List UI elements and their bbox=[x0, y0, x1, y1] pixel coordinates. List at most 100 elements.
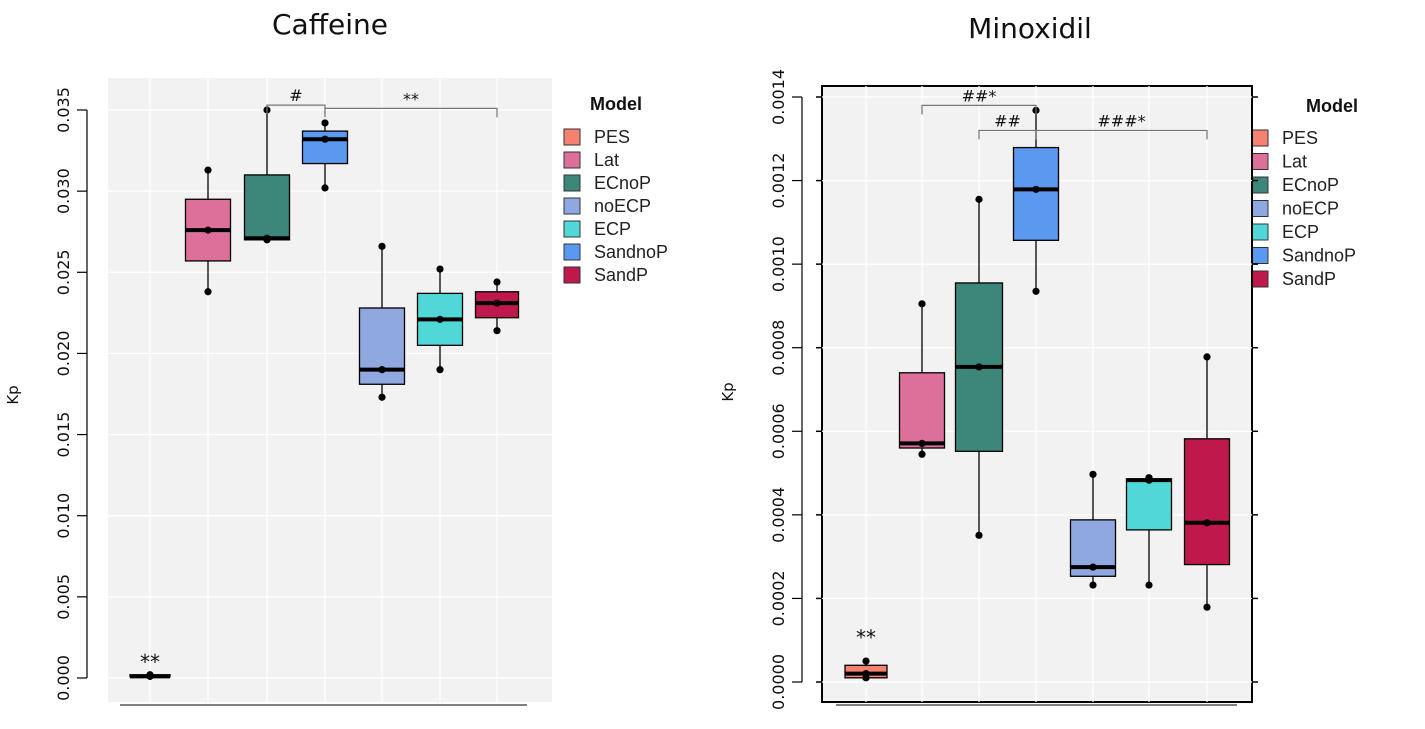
legend-item-SandP: SandP bbox=[563, 265, 648, 285]
caffeine-box-ECnoP bbox=[243, 106, 291, 244]
legend-label: SandnoP bbox=[1282, 246, 1356, 266]
legend-label: Lat bbox=[1282, 152, 1307, 172]
data-point bbox=[1203, 353, 1211, 361]
significance-stars: ** bbox=[856, 626, 876, 650]
minoxidil-title: Minoxidil bbox=[968, 12, 1092, 45]
minoxidil-box-PES bbox=[844, 657, 888, 682]
data-point bbox=[862, 670, 870, 678]
significance-label: # bbox=[289, 86, 302, 105]
minoxidil-box-noECP bbox=[1069, 470, 1117, 589]
caffeine-y-axis: 0.000 0.005 0.010 0.015 0.020 0.025 0.030 0.035 bbox=[54, 87, 88, 701]
caffeine-box-ECP bbox=[416, 265, 464, 374]
caffeine-legend: Model PES Lat ECnoP noECP ECP SandnoP SandP bbox=[563, 94, 668, 285]
significance-label: ** bbox=[403, 89, 419, 108]
significance-label: ## bbox=[994, 111, 1021, 130]
caffeine-y-tick-label: 0.015 bbox=[54, 412, 73, 458]
minoxidil-y-axis-label: Kp bbox=[719, 382, 737, 401]
legend-swatch bbox=[563, 197, 581, 215]
legend-item-noECP: noECP bbox=[563, 196, 651, 216]
data-point bbox=[1203, 519, 1211, 527]
minoxidil-box-Lat bbox=[898, 300, 946, 458]
caffeine-legend-title: Model bbox=[590, 94, 642, 114]
legend-item-ECnoP: ECnoP bbox=[563, 173, 651, 193]
data-point bbox=[321, 119, 329, 127]
legend-label: ECnoP bbox=[594, 173, 651, 193]
data-point bbox=[975, 531, 983, 539]
legend-label: ECP bbox=[1282, 222, 1319, 242]
legend-item-Lat: Lat bbox=[1251, 152, 1307, 172]
legend-label: PES bbox=[594, 127, 630, 147]
minoxidil-y-tick-label: 0.0006 bbox=[769, 403, 788, 459]
data-point bbox=[263, 234, 271, 242]
data-point bbox=[975, 363, 983, 371]
data-point bbox=[918, 300, 926, 308]
caffeine-y-tick-label: 0.020 bbox=[54, 331, 73, 377]
minoxidil-boxes bbox=[844, 106, 1231, 682]
legend-swatch bbox=[563, 266, 581, 284]
box-iqr bbox=[1183, 438, 1231, 566]
legend-swatch bbox=[563, 128, 581, 146]
legend-swatch bbox=[1251, 223, 1269, 241]
caffeine-box-PES bbox=[129, 671, 171, 680]
data-point bbox=[146, 671, 154, 679]
legend-swatch bbox=[563, 151, 581, 169]
data-point bbox=[1032, 185, 1040, 193]
legend-swatch bbox=[1251, 200, 1269, 217]
data-point bbox=[436, 366, 444, 374]
box-iqr bbox=[243, 174, 291, 241]
minoxidil-y-tick-label: 0.0000 bbox=[769, 654, 788, 710]
legend-label: ECP bbox=[594, 219, 631, 239]
data-point bbox=[204, 288, 212, 296]
legend-item-PES: PES bbox=[563, 127, 630, 147]
data-point bbox=[975, 195, 983, 203]
data-point bbox=[204, 226, 212, 234]
caffeine-box-SandnoP bbox=[301, 119, 349, 192]
legend-item-ECP: ECP bbox=[1251, 222, 1319, 242]
significance-bracket bbox=[921, 104, 1037, 115]
caffeine-title: Caffeine bbox=[272, 8, 388, 41]
legend-swatch bbox=[1251, 176, 1269, 194]
data-point bbox=[378, 366, 386, 374]
caffeine-y-tick-label: 0.035 bbox=[54, 87, 73, 133]
caffeine-y-tick-label: 0.030 bbox=[54, 168, 73, 214]
data-point bbox=[493, 299, 501, 307]
minoxidil-y-tick-label: 0.0002 bbox=[769, 570, 788, 626]
legend-label: noECP bbox=[594, 196, 651, 216]
data-point bbox=[918, 450, 926, 458]
data-point bbox=[493, 327, 501, 335]
significance-bracket bbox=[1035, 129, 1208, 140]
data-point bbox=[436, 315, 444, 323]
legend-label: PES bbox=[1282, 128, 1318, 148]
minoxidil-plot-area: ** ##* ## ###* bbox=[816, 85, 1258, 703]
data-point bbox=[1089, 563, 1097, 571]
legend-swatch bbox=[563, 220, 581, 238]
caffeine-panel: Caffeine Kp Model PES Lat ECnoP noECP ECP San… bbox=[4, 8, 668, 706]
legend-item-ECP: ECP bbox=[563, 219, 631, 239]
caffeine-y-tick-label: 0.005 bbox=[54, 574, 73, 620]
legend-swatch bbox=[1251, 270, 1269, 288]
caffeine-y-tick-label: 0.025 bbox=[54, 249, 73, 295]
minoxidil-box-SandP bbox=[1183, 353, 1231, 611]
legend-swatch bbox=[1251, 153, 1269, 170]
minoxidil-legend: Model PES Lat ECnoP noECP ECP SandnoP SandP bbox=[1251, 96, 1358, 289]
data-point bbox=[436, 265, 444, 273]
legend-item-SandnoP: SandnoP bbox=[563, 242, 668, 262]
legend-item-PES: PES bbox=[1251, 128, 1318, 148]
data-point bbox=[918, 439, 926, 448]
legend-swatch bbox=[563, 174, 581, 192]
data-point bbox=[1089, 581, 1097, 589]
caffeine-box-SandP bbox=[474, 278, 520, 335]
data-point bbox=[493, 278, 501, 286]
minoxidil-y-tick-label: 0.0010 bbox=[769, 236, 788, 292]
minoxidil-y-tick-label: 0.0014 bbox=[769, 69, 788, 125]
legend-label: noECP bbox=[1282, 199, 1339, 219]
legend-swatch bbox=[563, 243, 581, 261]
minoxidil-box-ECnoP bbox=[954, 195, 1004, 539]
data-point bbox=[1089, 470, 1097, 478]
legend-item-Lat: Lat bbox=[563, 150, 619, 170]
box-iqr bbox=[1125, 478, 1173, 531]
data-point bbox=[1203, 603, 1211, 611]
significance-stars: ** bbox=[140, 650, 160, 674]
minoxidil-y-tick-label: 0.0004 bbox=[769, 487, 788, 543]
